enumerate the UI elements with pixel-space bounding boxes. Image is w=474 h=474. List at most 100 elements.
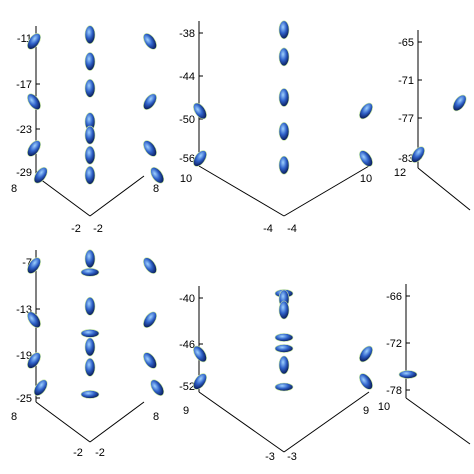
ellipsoid-point — [278, 355, 290, 375]
z-tick-label: -56 — [179, 153, 195, 165]
z-tick-label: -65 — [398, 37, 414, 49]
z-tick-label: -19 — [16, 350, 32, 362]
z-tick-label: -40 — [179, 293, 195, 305]
ellipsoid-point — [80, 267, 100, 277]
panel-top-right: -65 -71 -77 -83 12 — [394, 30, 471, 211]
z-tick-label: -38 — [179, 28, 195, 40]
y-tick-label: 8 — [153, 411, 159, 423]
y-tick-label: 10 — [360, 173, 372, 185]
ellipsoid-point — [193, 345, 207, 363]
ellipsoid-point — [143, 352, 157, 369]
x-tick-label: -2 — [73, 447, 83, 459]
z-tick-label: -77 — [398, 113, 414, 125]
ellipsoid-point — [359, 345, 373, 363]
ellipsoid-point — [33, 379, 48, 396]
ellipsoid-point — [84, 249, 96, 269]
y-tick-label: -2 — [95, 447, 105, 459]
z-tick-label: -71 — [398, 75, 414, 87]
x-tick-label: -3 — [265, 451, 275, 463]
ellipsoid-point — [193, 373, 207, 390]
ellipsoid-point — [150, 379, 165, 396]
z-tick-label: -23 — [16, 124, 32, 136]
ellipsoid-point — [193, 102, 207, 120]
x-tick-label: 8 — [11, 411, 17, 423]
z-tick-label: -52 — [179, 381, 195, 393]
ellipsoid-point — [27, 93, 41, 110]
x-axis — [405, 397, 471, 445]
ellipsoid-point — [278, 300, 290, 320]
ellipsoid-point — [193, 150, 207, 167]
x-tick-label: 10 — [378, 401, 390, 413]
ellipsoid-point — [278, 20, 290, 40]
y-tick-label: 8 — [153, 183, 159, 195]
z-tick-label: -50 — [179, 114, 195, 126]
y-tick-label: -4 — [287, 223, 297, 235]
y-tick-label: 9 — [363, 405, 369, 417]
ellipsoid-point — [278, 88, 290, 107]
y-axis — [89, 175, 145, 217]
ellipsoid-point — [27, 311, 41, 329]
ellipsoid-point — [33, 167, 48, 184]
x-tick-label: -2 — [93, 223, 103, 235]
panel-bottom-left: -7-13-19-258-2 -28 — [11, 249, 165, 459]
z-tick-label: -78 — [386, 385, 402, 397]
ellipsoid-point — [359, 102, 373, 120]
ellipsoid-point — [274, 382, 294, 392]
ellipsoid-point — [84, 357, 96, 377]
ellipsoid-point — [278, 122, 290, 141]
ellipsoid-point — [278, 47, 290, 67]
ellipsoid-point — [84, 125, 96, 145]
x-axis — [198, 165, 285, 217]
y-axis — [283, 391, 370, 453]
ellipsoid-point — [80, 329, 100, 338]
ellipsoid-point — [143, 311, 157, 329]
ellipsoid-point — [84, 166, 96, 185]
ellipsoid-point — [84, 52, 96, 71]
ellipsoid-point — [278, 155, 290, 175]
x-tick-label: 8 — [11, 183, 17, 195]
z-tick-label: -29 — [16, 167, 32, 179]
panel-bottom-right: -66 -72 -78 10 — [378, 284, 471, 445]
panel-bottom-middle: -40 -46 -52 9 -3 -3 9 — [179, 286, 373, 463]
ellipsoid-point — [84, 296, 96, 316]
panel-top-left: -11-17-23-298-2-28 — [11, 25, 165, 235]
z-tick-label: -7 — [22, 257, 32, 269]
z-tick-label: -17 — [16, 79, 32, 91]
ellipsoid-point — [84, 79, 96, 98]
y-axis — [89, 401, 145, 443]
ellipsoid-point — [84, 337, 96, 357]
ellipsoid-point — [143, 33, 157, 50]
ellipsoid-point — [84, 145, 96, 165]
x-axis — [417, 167, 471, 211]
x-tick-label: 9 — [183, 405, 189, 417]
z-tick-label: -72 — [386, 338, 402, 350]
ellipsoid-point — [27, 33, 41, 50]
x-tick-label: 12 — [394, 167, 406, 179]
z-tick-label: -83 — [398, 153, 414, 165]
ellipsoid-point — [27, 257, 41, 274]
ellipsoid-point — [274, 344, 294, 353]
z-tick-label: -44 — [179, 71, 195, 83]
ellipsoid-point — [398, 370, 418, 379]
ellipsoid-point — [143, 93, 157, 110]
ellipsoid-point — [274, 333, 294, 342]
x-tick-label: -4 — [263, 223, 273, 235]
ellipsoid-point — [452, 94, 467, 112]
ellipsoid-point — [411, 146, 425, 163]
ellipsoid-point — [80, 390, 100, 399]
x-axis — [35, 175, 91, 217]
z-tick-label: -46 — [179, 339, 195, 351]
z-tick-label: -25 — [16, 393, 32, 405]
x-axis — [198, 391, 285, 453]
ellipsoid-point — [150, 167, 165, 184]
z-tick-label: -66 — [386, 291, 402, 303]
ellipsoid-point — [84, 25, 96, 45]
ellipsoid-point — [27, 352, 41, 369]
ellipsoid-point — [359, 373, 373, 390]
y-tick-label: -2 — [71, 223, 81, 235]
y-axis — [283, 165, 370, 217]
x-tick-label: 10 — [180, 173, 192, 185]
panel-top-middle: -38 -44 -50 -56 10 -4 -4 10 — [179, 20, 373, 235]
ellipsoid-point — [27, 140, 41, 157]
